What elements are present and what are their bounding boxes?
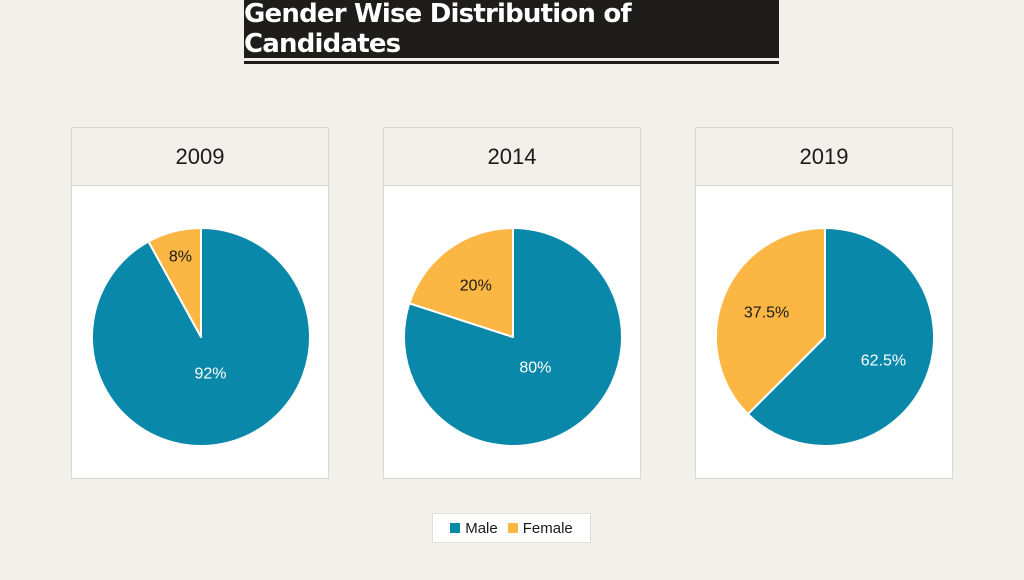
chart-panel-2019: 2019 62.5% 37.5% xyxy=(695,127,953,479)
legend-label: Male xyxy=(465,519,498,537)
data-label-male: 62.5% xyxy=(861,353,906,370)
data-label-male: 92% xyxy=(194,366,226,383)
pie-chart-2019: 62.5% 37.5% xyxy=(715,227,936,447)
chart-title: 2019 xyxy=(696,128,952,186)
legend-item-female: Female xyxy=(507,519,573,537)
chart-panel-2014: 2014 80% 20% xyxy=(383,127,641,479)
chart-title: 2014 xyxy=(384,128,640,186)
page-title: Gender Wise Distribution of Candidates xyxy=(244,0,779,59)
pie-slice-male xyxy=(402,227,623,447)
legend-swatch-female xyxy=(507,523,518,533)
pie-slice-female xyxy=(147,227,202,338)
pie-chart-2009: 92% 8% xyxy=(91,227,311,447)
legend: Male Female xyxy=(432,513,591,543)
title-banner: Gender Wise Distribution of Candidates xyxy=(244,0,779,66)
pie-slice-female xyxy=(408,227,514,338)
chart-title: 2009 xyxy=(72,128,328,186)
pie-chart-2014: 80% 20% xyxy=(402,227,623,447)
legend-swatch-male xyxy=(450,523,461,533)
data-label-female: 8% xyxy=(169,248,192,265)
data-label-female: 37.5% xyxy=(744,304,789,321)
legend-label: Female xyxy=(522,519,573,537)
legend-item-male: Male xyxy=(450,520,498,537)
pie-slice-male xyxy=(746,227,936,447)
pie-slice-female xyxy=(715,227,826,416)
title-underline xyxy=(244,61,779,64)
chart-panel-2009: 2009 92% 8% xyxy=(71,127,329,479)
data-label-male: 80% xyxy=(519,359,551,376)
data-label-female: 20% xyxy=(460,277,492,294)
